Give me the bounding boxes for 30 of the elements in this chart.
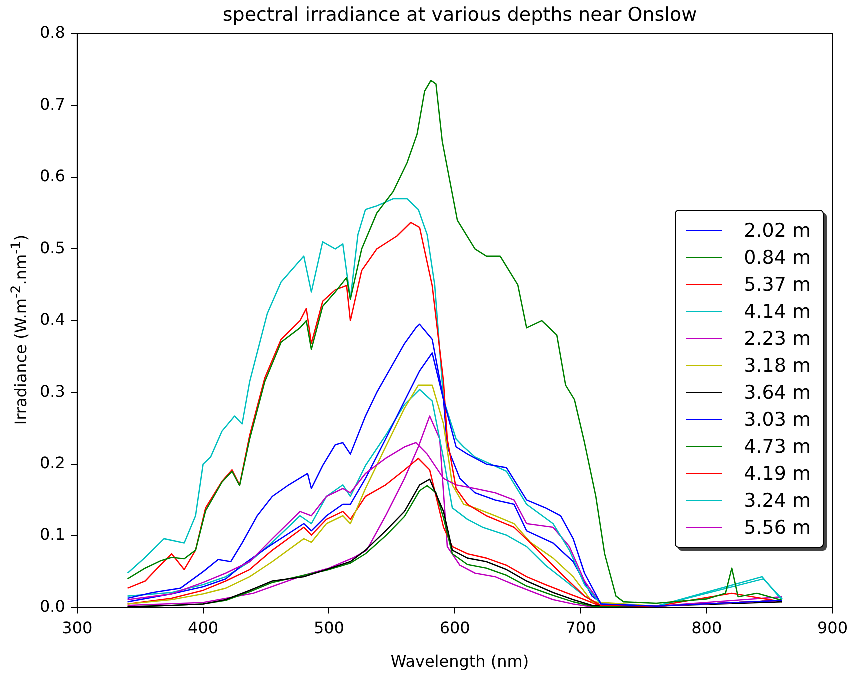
legend-label: 2.23 m [744, 328, 811, 350]
legend-label: 4.19 m [744, 462, 811, 484]
legend-label: 4.73 m [744, 436, 811, 458]
legend-label: 3.64 m [744, 382, 811, 404]
y-tick-label: 0.3 [40, 382, 66, 401]
legend-label: 3.18 m [744, 354, 811, 376]
x-tick-label: 400 [188, 618, 219, 638]
y-tick-label: 0.2 [40, 454, 66, 473]
legend-label: 4.14 m [744, 300, 811, 322]
legend-label: 3.24 m [744, 490, 811, 512]
y-tick-label: 0.5 [40, 238, 66, 258]
x-tick-label: 300 [62, 618, 93, 638]
y-tick-label: 0.7 [40, 94, 66, 114]
legend-label: 3.03 m [744, 408, 811, 430]
legend-label: 5.56 m [744, 516, 811, 538]
legend-label: 0.84 m [744, 246, 811, 268]
y-tick-label: 0.0 [40, 596, 66, 616]
y-tick-label: 0.4 [40, 310, 66, 330]
x-tick-label: 800 [692, 618, 722, 638]
y-tick-label: 0.8 [40, 23, 66, 42]
chart-title: spectral irradiance at various depths near Onslow [222, 4, 698, 26]
x-tick-label: 600 [440, 618, 470, 638]
x-axis-title: Wavelength (nm) [390, 652, 530, 671]
y-tick-label: 0.6 [40, 166, 66, 186]
y-tick-label: 0.1 [40, 525, 66, 544]
x-tick-label: 700 [566, 618, 596, 638]
legend-label: 2.02 m [744, 220, 811, 242]
x-tick-label: 500 [314, 618, 344, 638]
legend-label: 5.37 m [744, 274, 811, 296]
x-tick-label: 900 [817, 618, 848, 638]
